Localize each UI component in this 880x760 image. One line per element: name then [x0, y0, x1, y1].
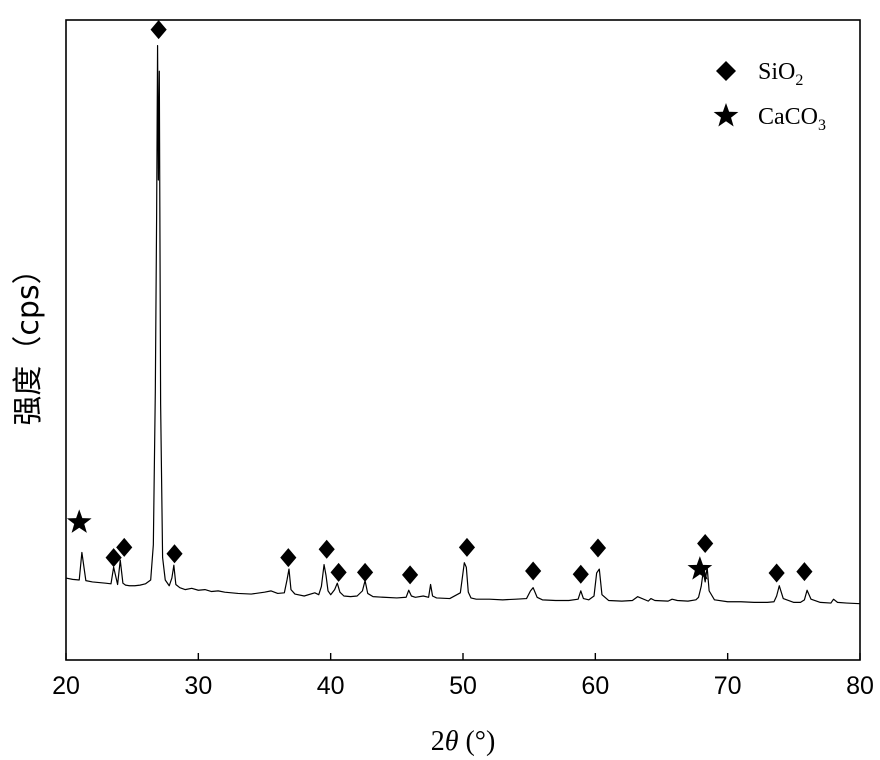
y-axis-label: 强度（cps）: [11, 254, 46, 425]
sio2-diamond-marker: [589, 538, 607, 558]
x-axis-label: 2θ (°): [431, 726, 496, 757]
star-icon: [713, 103, 739, 127]
phase-markers: [66, 20, 813, 585]
legend-label-sio2: SiO2: [758, 59, 803, 89]
sio2-diamond-marker: [280, 548, 297, 568]
diamond-icon: [716, 61, 736, 81]
sio2-diamond-marker: [330, 562, 347, 582]
x-tick-label: 20: [52, 672, 80, 700]
legend-label-caco3: CaCO3: [758, 104, 826, 134]
sio2-diamond-marker: [318, 539, 335, 559]
sio2-diamond-marker: [458, 537, 476, 557]
sio2-diamond-marker: [401, 565, 419, 585]
x-tick-label: 60: [581, 672, 609, 700]
caco3-star-marker: [687, 556, 713, 580]
sio2-diamond-marker: [525, 561, 542, 581]
x-tick-label: 70: [714, 672, 742, 700]
diffraction-curve: [65, 45, 861, 605]
legend-item-caco3: CaCO3: [713, 103, 826, 134]
caco3-star-marker: [66, 509, 92, 533]
x-tick-label: 40: [317, 672, 345, 700]
x-tick-label: 30: [184, 672, 212, 700]
sio2-diamond-marker: [116, 537, 133, 557]
sio2-diamond-marker: [796, 562, 813, 582]
sio2-diamond-marker: [572, 564, 589, 584]
x-tick-labels: 20 30 40 50 60 70 80: [52, 672, 874, 700]
legend: SiO2 CaCO3: [713, 59, 826, 134]
x-tick-label: 80: [846, 672, 874, 700]
sio2-diamond-marker: [697, 534, 714, 554]
sio2-diamond-marker: [768, 563, 785, 583]
sio2-diamond-marker: [356, 562, 374, 582]
sio2-diamond-marker: [150, 20, 167, 40]
sio2-diamond-marker: [105, 548, 122, 568]
sio2-diamond-marker: [166, 544, 183, 564]
x-tick-label: 50: [449, 672, 477, 700]
legend-item-sio2: SiO2: [716, 59, 803, 89]
x-ticks: [65, 653, 861, 660]
plot-frame: [65, 19, 861, 661]
